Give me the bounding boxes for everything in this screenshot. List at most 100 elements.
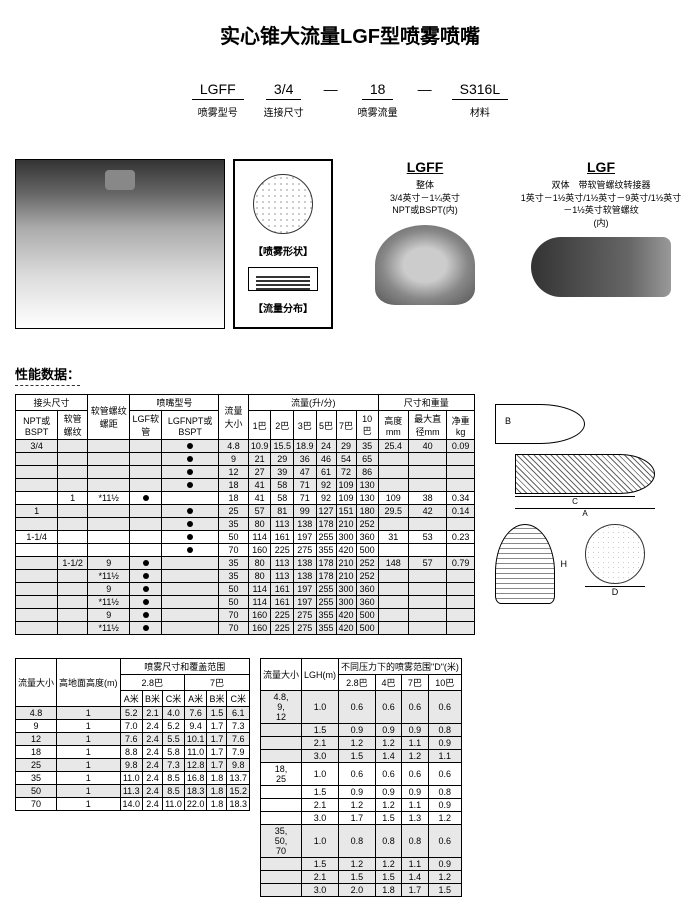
table-cell: 1.0	[302, 763, 339, 786]
table-cell: 25	[16, 759, 57, 772]
table-cell	[87, 479, 129, 492]
table-cell: 35	[16, 772, 57, 785]
dash: —	[418, 79, 432, 97]
th: 喷雾尺寸和覆盖范围	[120, 659, 249, 675]
th: 流量(升/分)	[248, 395, 378, 411]
table-cell: 1	[57, 785, 121, 798]
table-cell	[16, 453, 58, 466]
spec-code: S316L	[452, 79, 508, 100]
table-cell	[16, 596, 58, 609]
table-cell	[58, 440, 88, 453]
dash: —	[324, 79, 338, 97]
table-cell	[409, 596, 447, 609]
table-cell: 1.2	[375, 858, 401, 871]
table-cell	[378, 570, 408, 583]
table-cell	[130, 492, 162, 505]
product-desc: 双体 带软管螺纹转接器	[517, 179, 685, 192]
table-cell	[58, 518, 88, 531]
table-cell: 275	[293, 622, 316, 635]
table-cell: 29.5	[378, 505, 408, 518]
th: 流量大小	[261, 659, 302, 691]
table-cell: 0.8	[339, 825, 376, 858]
table-cell: 46	[316, 453, 336, 466]
table-cell: 1.1	[428, 750, 461, 763]
nozzle-image	[375, 225, 475, 305]
table-cell: 41	[248, 492, 271, 505]
th: 2巴	[271, 411, 294, 440]
table-cell: 0.09	[447, 440, 475, 453]
table-cell: 7.3	[163, 759, 185, 772]
table-cell: 16.8	[184, 772, 207, 785]
table-cell: 420	[336, 609, 356, 622]
table-cell: 1.2	[375, 737, 401, 750]
table-cell: 81	[271, 505, 294, 518]
product-desc: 1英寸－1½英寸/1½英寸－9英寸/1½英寸－1½英寸软管螺纹	[517, 192, 685, 217]
table-cell: 18	[219, 479, 249, 492]
table-cell: 161	[271, 583, 294, 596]
table-cell: 18, 25	[261, 763, 302, 786]
table-cell: 1.5	[375, 812, 401, 825]
table-cell: 21	[248, 453, 271, 466]
table-cell	[162, 557, 219, 570]
table-cell	[58, 596, 88, 609]
performance-table: 接头尺寸 软管螺纹螺距 喷嘴型号 流量大小 流量(升/分) 尺寸和重量 NPT或…	[15, 394, 475, 635]
table-cell	[87, 544, 129, 557]
table-cell: 1.7	[207, 733, 227, 746]
table-cell: 197	[293, 596, 316, 609]
page-title: 实心锥大流量LGF型喷雾喷嘴	[15, 20, 685, 49]
product-name: LGF	[517, 159, 685, 175]
th: 尺寸和重量	[378, 395, 474, 411]
th: 4巴	[375, 675, 401, 691]
table-cell: 197	[293, 583, 316, 596]
table-cell: 0.34	[447, 492, 475, 505]
table-cell	[378, 453, 408, 466]
table-cell	[130, 557, 162, 570]
table-cell	[130, 596, 162, 609]
table-cell: 1-1/2	[58, 557, 88, 570]
th: 7巴	[336, 411, 356, 440]
th: 3巴	[293, 411, 316, 440]
table-cell: 9.4	[184, 720, 207, 733]
table-cell	[378, 479, 408, 492]
table-cell	[409, 466, 447, 479]
table-cell: 12	[16, 733, 57, 746]
table-cell: 225	[271, 622, 294, 635]
table-cell	[130, 505, 162, 518]
table-cell: 1.8	[207, 772, 227, 785]
table-cell: 61	[316, 466, 336, 479]
table-cell: 1.0	[302, 691, 339, 724]
table-cell	[162, 544, 219, 557]
table-cell: 70	[16, 798, 57, 811]
table-cell: 9	[87, 609, 129, 622]
table-cell: 3.0	[302, 884, 339, 897]
table-cell: 25.4	[378, 440, 408, 453]
table-cell: 18	[219, 492, 249, 505]
table-cell: 50	[219, 583, 249, 596]
table-cell: 0.9	[402, 724, 428, 737]
table-cell	[447, 479, 475, 492]
table-cell: 160	[248, 544, 271, 557]
table-cell: 25	[219, 505, 249, 518]
table-cell: 18	[16, 746, 57, 759]
table-cell: 5.2	[163, 720, 185, 733]
table-cell	[58, 466, 88, 479]
spec-label: 连接尺寸	[264, 104, 304, 119]
table-cell	[130, 466, 162, 479]
table-cell: 9	[87, 583, 129, 596]
table-cell: 1.7	[402, 884, 428, 897]
table-cell: 9	[16, 720, 57, 733]
table-cell: 2.4	[143, 746, 163, 759]
table-cell	[261, 871, 302, 884]
table-cell: 54	[336, 453, 356, 466]
table-cell: 80	[248, 518, 271, 531]
table-cell	[16, 479, 58, 492]
table-cell: 9.8	[227, 759, 250, 772]
shape-box: 【喷雾形状】 【流量分布】	[233, 159, 333, 329]
table-cell	[409, 453, 447, 466]
table-cell: 161	[271, 531, 294, 544]
table-cell: 0.6	[375, 763, 401, 786]
table-cell: 178	[316, 557, 336, 570]
table-cell: 80	[248, 557, 271, 570]
table-cell: 70	[219, 609, 249, 622]
table-cell: 35, 50, 70	[261, 825, 302, 858]
